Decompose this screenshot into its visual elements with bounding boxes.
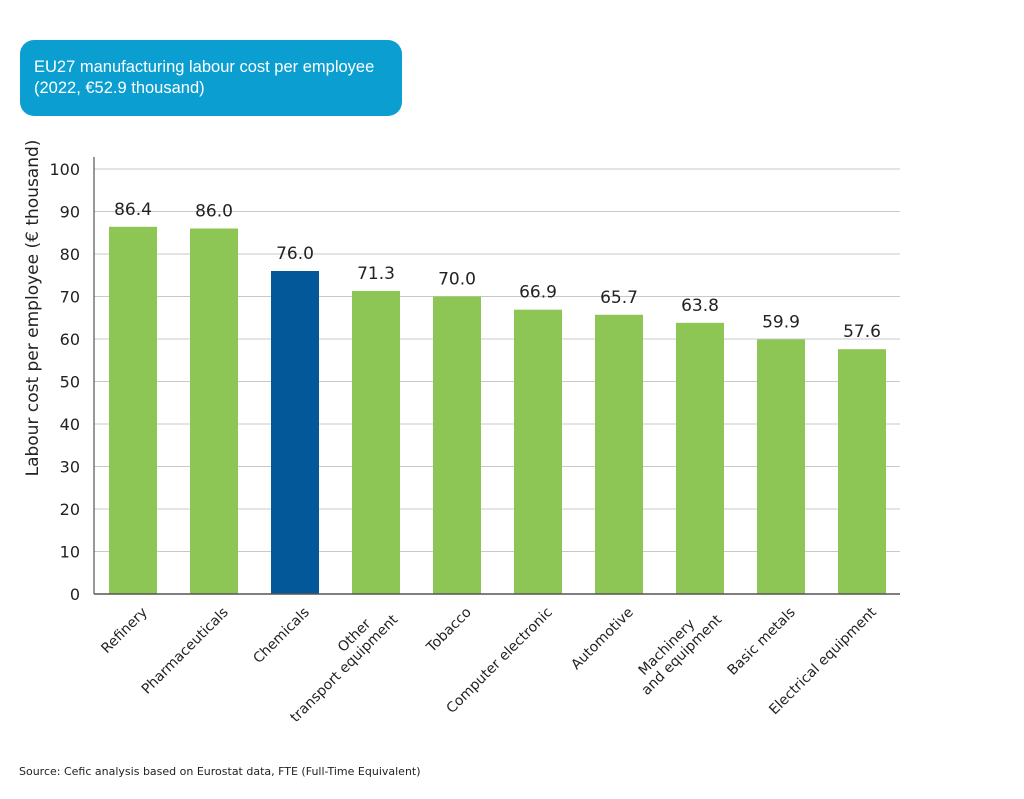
data-label: 70.0 (438, 270, 476, 290)
y-tick-label: 10 (60, 543, 80, 562)
data-label: 86.0 (195, 202, 233, 222)
y-tick-label: 60 (60, 330, 80, 349)
data-label: 86.4 (114, 200, 152, 220)
x-tick-label: Automotive (568, 604, 637, 673)
data-label: 66.9 (519, 283, 557, 303)
bar-other-transport-equipment (352, 290, 400, 594)
y-tick-label: 30 (60, 458, 80, 477)
x-tick-label: Pharmaceuticals (139, 604, 232, 697)
data-label: 59.9 (762, 312, 800, 332)
bar-automotive (595, 314, 643, 594)
y-tick-label: 50 (60, 373, 80, 392)
x-tick-label-line: Pharmaceuticals (139, 604, 232, 697)
bar-computer-electronic (514, 309, 562, 594)
bar-basic-metals (757, 339, 805, 594)
x-tick-label-line: Tobacco (423, 604, 475, 656)
x-tick-label-line: Refinery (98, 604, 150, 656)
data-label: 57.6 (843, 322, 881, 342)
chart-title-box: EU27 manufacturing labour cost per emplo… (20, 40, 402, 116)
y-tick-label: 0 (70, 585, 80, 604)
data-label: 63.8 (681, 296, 719, 316)
x-tick-label: Refinery (98, 604, 150, 656)
x-tick-label-line: Automotive (568, 604, 637, 673)
chart-title-line-1: EU27 manufacturing labour cost per emplo… (34, 58, 375, 76)
bar-machinery-and-equipment (676, 322, 724, 594)
bar-electrical-equipment (838, 349, 886, 594)
y-tick-label: 40 (60, 415, 80, 434)
data-label: 76.0 (276, 244, 314, 264)
y-axis-label: Labour cost per employee (€ thousand) (23, 140, 43, 477)
bar-chemicals (271, 271, 319, 594)
y-tick-label: 100 (49, 160, 80, 179)
bar-tobacco (433, 296, 481, 594)
chart-title-line-2: (2022, €52.9 thousand) (34, 79, 205, 97)
x-tick-label: Basic metals (725, 604, 799, 678)
y-tick-label: 90 (60, 203, 80, 222)
x-tick-label: Chemicals (250, 604, 312, 666)
x-tick-label-line: transport equipment (287, 612, 401, 726)
x-tick-label-line: Chemicals (250, 604, 312, 666)
y-tick-label: 70 (60, 288, 80, 307)
data-label: 71.3 (357, 264, 395, 284)
y-tick-label: 80 (60, 245, 80, 264)
bar-pharmaceuticals (190, 228, 238, 594)
x-tick-label: Machineryand equipment (627, 600, 725, 698)
bar-refinery (109, 226, 157, 595)
x-tick-label-line: Basic metals (725, 604, 799, 678)
x-tick-label: Tobacco (423, 604, 475, 656)
y-tick-label: 20 (60, 500, 80, 519)
data-label: 65.7 (600, 288, 638, 308)
source-note: Source: Cefic analysis based on Eurostat… (19, 765, 421, 778)
